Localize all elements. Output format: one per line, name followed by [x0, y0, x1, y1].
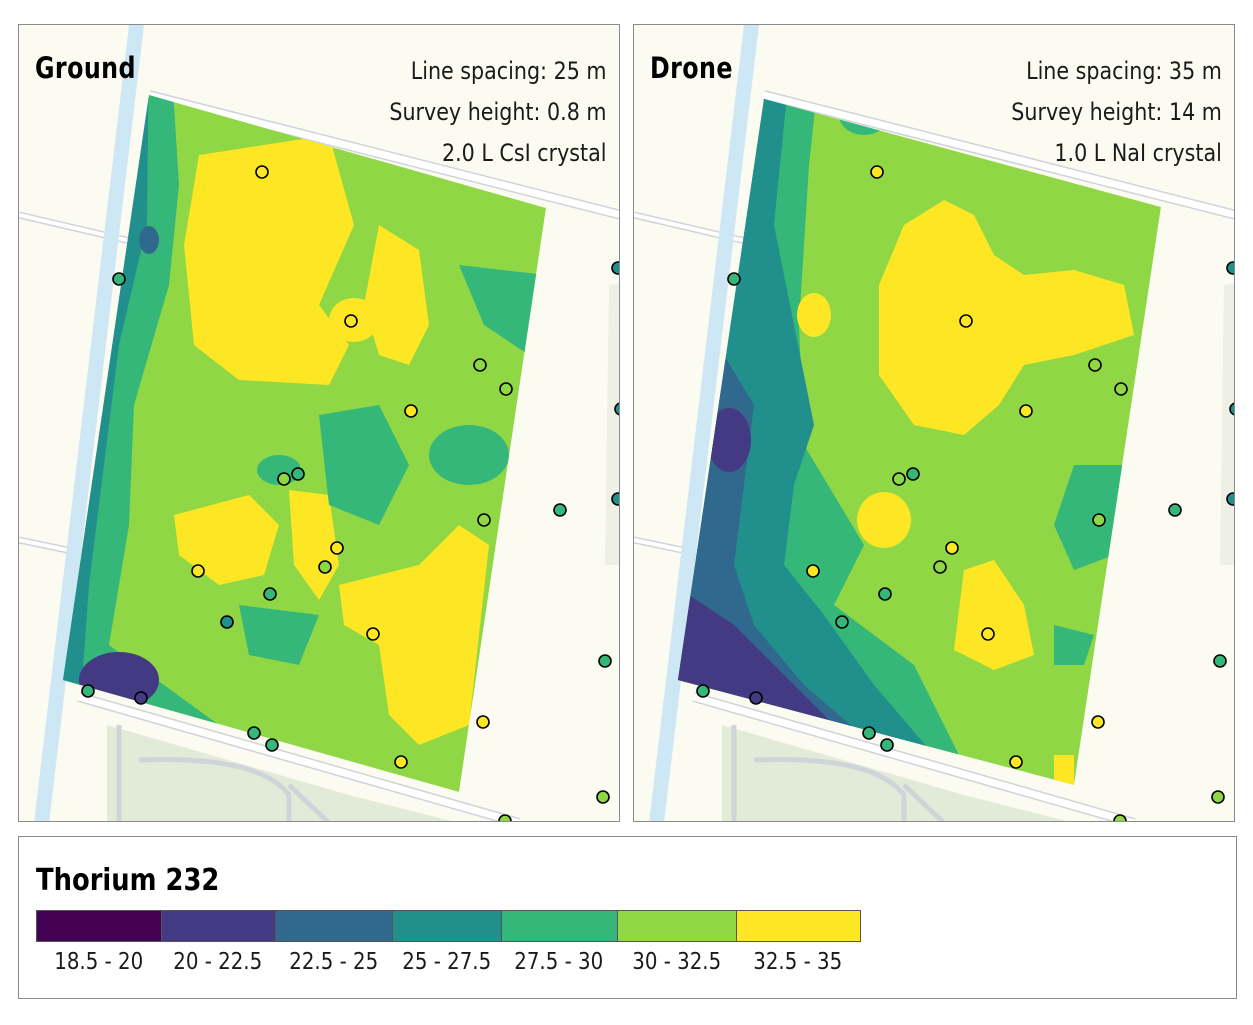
drone-map [634, 25, 1235, 822]
sample-point[interactable] [906, 467, 920, 481]
legend-color-bar [36, 910, 861, 942]
line-spacing-text: Line spacing: 25 m [411, 57, 607, 85]
sample-point[interactable] [404, 404, 418, 418]
legend-class-label: 22.5 - 25 [289, 949, 378, 975]
sample-point[interactable] [835, 615, 849, 629]
sample-point[interactable] [959, 314, 973, 328]
legend-swatch [37, 911, 162, 941]
sample-point[interactable] [277, 472, 291, 486]
sample-point[interactable] [596, 790, 610, 804]
sample-point[interactable] [134, 691, 148, 705]
sample-point[interactable] [112, 272, 126, 286]
green-area [722, 725, 1067, 821]
sample-points [81, 165, 620, 822]
sample-point[interactable] [1091, 715, 1105, 729]
sample-point[interactable] [291, 467, 305, 481]
sample-point[interactable] [1009, 755, 1023, 769]
sample-point[interactable] [1226, 261, 1235, 275]
sample-point[interactable] [498, 814, 512, 822]
legend-class-label: 18.5 - 20 [54, 949, 143, 975]
sample-point[interactable] [1226, 492, 1235, 506]
sample-point[interactable] [870, 165, 884, 179]
survey-parameters: Line spacing: 35 m Survey height: 14 m 1… [1011, 51, 1222, 174]
sample-point[interactable] [945, 541, 959, 555]
canal [34, 25, 144, 821]
legend-swatch [393, 911, 502, 941]
sample-point[interactable] [473, 358, 487, 372]
green-area [107, 725, 452, 821]
sample-point[interactable] [81, 684, 95, 698]
sample-point[interactable] [614, 402, 620, 416]
legend-swatch [162, 911, 276, 941]
legend-labels: 18.5 - 20 20 - 22.5 22.5 - 25 25 - 27.5 27.5… [36, 949, 859, 975]
legend-class-label: 30 - 32.5 [632, 949, 721, 975]
sample-point[interactable] [255, 165, 269, 179]
sample-point[interactable] [1213, 654, 1227, 668]
survey-height-text: Survey height: 0.8 m [389, 98, 607, 126]
sample-point[interactable] [892, 472, 906, 486]
sample-point[interactable] [878, 587, 892, 601]
legend-class-label: 25 - 27.5 [402, 949, 491, 975]
sample-point[interactable] [1019, 404, 1033, 418]
sample-point[interactable] [880, 738, 894, 752]
survey-height-text: Survey height: 14 m [1011, 98, 1222, 126]
sample-point[interactable] [247, 726, 261, 740]
panel-title: Drone [650, 51, 733, 85]
sample-point[interactable] [1168, 503, 1182, 517]
legend-class-label: 20 - 22.5 [173, 949, 263, 975]
crystal-text: 1.0 L NaI crystal [1054, 139, 1222, 167]
sample-point[interactable] [749, 691, 763, 705]
legend-class-label: 32.5 - 35 [753, 949, 842, 975]
sample-point[interactable] [1229, 402, 1235, 416]
sample-point[interactable] [1092, 513, 1106, 527]
legend-class-label: 27.5 - 30 [514, 949, 604, 975]
sample-point[interactable] [394, 755, 408, 769]
map-panel-drone: Drone Line spacing: 35 m Survey height: … [633, 24, 1235, 822]
legend-swatch [618, 911, 737, 941]
crystal-text: 2.0 L CsI crystal [442, 139, 607, 167]
sample-point[interactable] [981, 627, 995, 641]
sample-point[interactable] [862, 726, 876, 740]
sample-point[interactable] [476, 715, 490, 729]
sample-point[interactable] [1114, 382, 1128, 396]
canal [649, 25, 759, 821]
sample-point[interactable] [344, 314, 358, 328]
sample-point[interactable] [330, 541, 344, 555]
sample-point[interactable] [553, 503, 567, 517]
legend-swatch [737, 911, 860, 941]
map-panel-ground: Ground Line spacing: 25 m Survey height:… [18, 24, 620, 822]
sample-point[interactable] [696, 684, 710, 698]
sample-point[interactable] [611, 261, 620, 275]
survey-parameters: Line spacing: 25 m Survey height: 0.8 m … [390, 51, 607, 174]
legend-title: Thorium 232 [36, 863, 220, 898]
legend-swatch [502, 911, 618, 941]
sample-point[interactable] [598, 654, 612, 668]
sample-point[interactable] [806, 564, 820, 578]
sample-point[interactable] [611, 492, 620, 506]
sample-point[interactable] [1211, 790, 1225, 804]
sample-point[interactable] [727, 272, 741, 286]
ground-map [19, 25, 620, 822]
sample-point[interactable] [477, 513, 491, 527]
sample-point[interactable] [1113, 814, 1127, 822]
sample-point[interactable] [191, 564, 205, 578]
sample-point[interactable] [220, 615, 234, 629]
sample-point[interactable] [265, 738, 279, 752]
legend-swatch [276, 911, 393, 941]
sample-point[interactable] [263, 587, 277, 601]
sample-points [696, 165, 1235, 822]
panel-title: Ground [35, 51, 136, 85]
sample-point[interactable] [318, 560, 332, 574]
legend: Thorium 232 18.5 - 20 20 - 22.5 22.5 - 25 2… [18, 836, 1237, 999]
line-spacing-text: Line spacing: 35 m [1026, 57, 1222, 85]
sample-point[interactable] [499, 382, 513, 396]
sample-point[interactable] [1088, 358, 1102, 372]
sample-point[interactable] [366, 627, 380, 641]
sample-point[interactable] [933, 560, 947, 574]
